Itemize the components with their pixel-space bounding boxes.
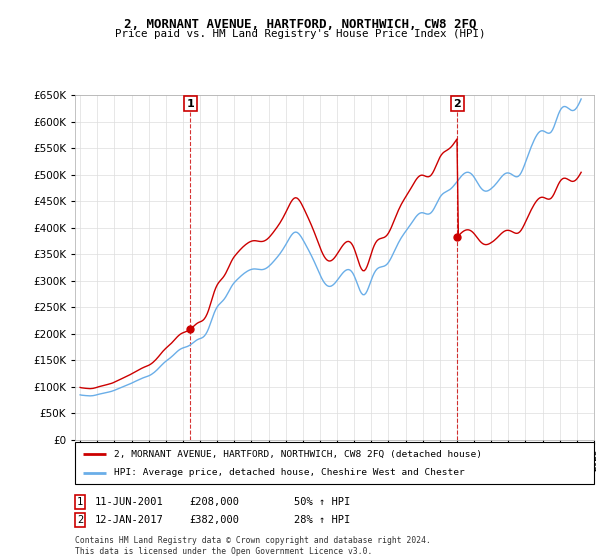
- Text: £382,000: £382,000: [189, 515, 239, 525]
- Text: Contains HM Land Registry data © Crown copyright and database right 2024.
This d: Contains HM Land Registry data © Crown c…: [75, 536, 431, 556]
- Text: Price paid vs. HM Land Registry's House Price Index (HPI): Price paid vs. HM Land Registry's House …: [115, 29, 485, 39]
- Text: £208,000: £208,000: [189, 497, 239, 507]
- Text: 11-JUN-2001: 11-JUN-2001: [95, 497, 164, 507]
- Text: 2: 2: [77, 515, 83, 525]
- Text: 1: 1: [187, 99, 194, 109]
- Text: HPI: Average price, detached house, Cheshire West and Chester: HPI: Average price, detached house, Ches…: [114, 468, 464, 477]
- Text: 12-JAN-2017: 12-JAN-2017: [95, 515, 164, 525]
- Text: 2: 2: [454, 99, 461, 109]
- Text: 50% ↑ HPI: 50% ↑ HPI: [294, 497, 350, 507]
- Text: 2, MORNANT AVENUE, HARTFORD, NORTHWICH, CW8 2FQ (detached house): 2, MORNANT AVENUE, HARTFORD, NORTHWICH, …: [114, 450, 482, 459]
- Text: 2, MORNANT AVENUE, HARTFORD, NORTHWICH, CW8 2FQ: 2, MORNANT AVENUE, HARTFORD, NORTHWICH, …: [124, 18, 476, 31]
- Text: 28% ↑ HPI: 28% ↑ HPI: [294, 515, 350, 525]
- Text: 1: 1: [77, 497, 83, 507]
